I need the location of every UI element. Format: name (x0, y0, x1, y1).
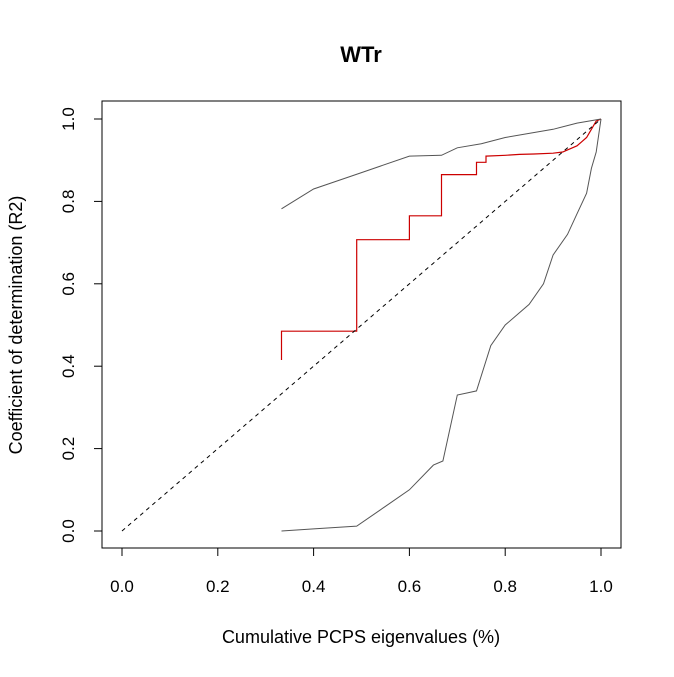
y-tick-label: 0.6 (59, 272, 78, 296)
chart-title: WTr (340, 42, 382, 67)
series-line-3 (281, 118, 602, 532)
x-tick-label: 0.4 (302, 577, 326, 596)
x-axis: 0.0 0.2 0.4 0.6 0.8 1.0 (110, 547, 613, 596)
y-tick-label: 0.0 (59, 519, 78, 543)
x-tick-label: 0.6 (398, 577, 422, 596)
x-tick-label: 0.0 (110, 577, 134, 596)
y-tick-label: 0.2 (59, 437, 78, 461)
y-axis: 0.0 0.2 0.4 0.6 0.8 1.0 (59, 107, 103, 543)
y-tick-label: 1.0 (59, 107, 78, 131)
x-axis-title: Cumulative PCPS eigenvalues (%) (222, 627, 500, 647)
plot-frame (101, 100, 622, 549)
y-tick-label: 0.4 (59, 354, 78, 378)
series-layer (121, 118, 602, 532)
y-tick-label: 0.8 (59, 190, 78, 214)
series-line-4 (121, 118, 602, 532)
x-tick-label: 1.0 (589, 577, 613, 596)
series-line-2 (281, 118, 602, 210)
x-tick-label: 0.2 (206, 577, 230, 596)
x-tick-label: 0.8 (493, 577, 517, 596)
y-axis-title: Coefficient of determination (R2) (6, 196, 26, 455)
series-line-1 (280, 118, 602, 360)
